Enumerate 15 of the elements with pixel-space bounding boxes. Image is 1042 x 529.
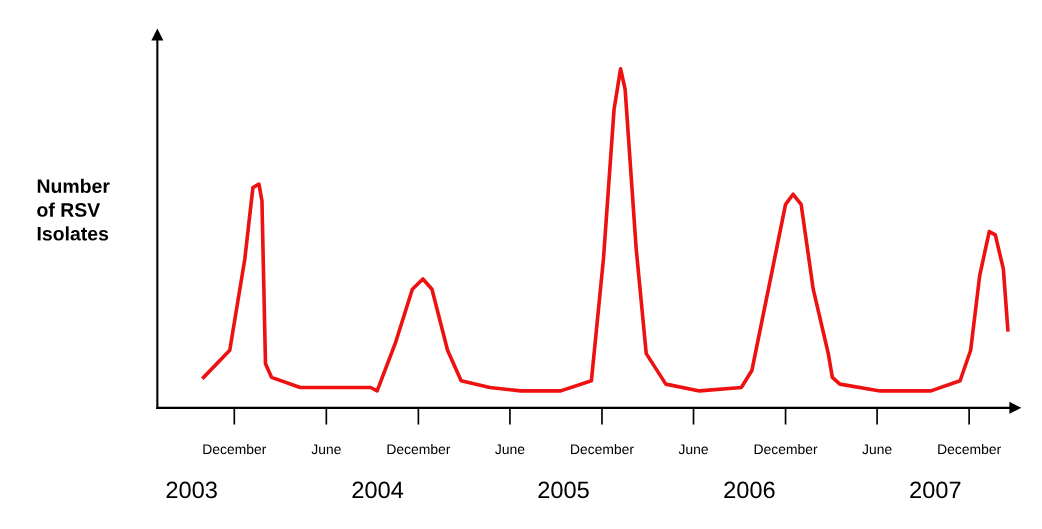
x-tick-label: December <box>938 443 1001 455</box>
x-tick-label: December <box>387 443 451 455</box>
y-axis-title: Number of RSV Isolates <box>37 178 110 241</box>
x-tick-label: June <box>862 444 892 455</box>
x-tick-label: June <box>678 444 708 455</box>
x-tick-label: June <box>495 444 525 455</box>
text: 2003 <box>166 481 217 499</box>
text: 2007 <box>910 481 961 499</box>
x-tick-label: June <box>311 444 341 455</box>
text: 2004 <box>352 481 404 499</box>
text: 2005 <box>538 481 589 499</box>
x-tick-label: December <box>571 443 634 455</box>
x-tick-label: December <box>754 443 818 455</box>
text: 2006 <box>724 481 775 499</box>
x-tick-label: December <box>203 443 267 455</box>
